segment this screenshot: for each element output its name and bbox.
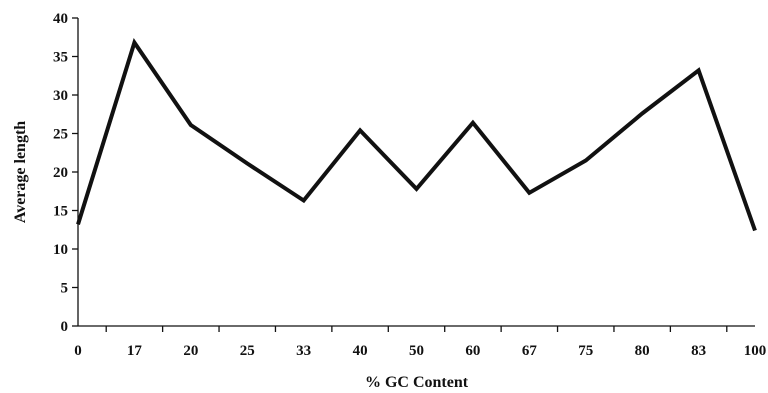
- y-tick-label: 25: [53, 127, 68, 143]
- y-tick-group: 0 5 10 15 20 25 30 35 40: [53, 11, 78, 335]
- y-axis-title: Average length: [12, 121, 29, 223]
- x-tick-label: 80: [635, 343, 650, 359]
- x-tick-label: 33: [296, 343, 311, 359]
- y-tick-label: 10: [53, 242, 68, 258]
- x-axis-title: % GC Content: [365, 374, 469, 391]
- y-tick-label: 35: [53, 50, 68, 66]
- series-line: [76, 38, 757, 232]
- y-tick-label: 30: [53, 88, 68, 104]
- x-tick-label: 40: [353, 343, 368, 359]
- x-tick-label: 25: [240, 343, 255, 359]
- y-tick-label: 5: [61, 281, 69, 297]
- x-tick-label: 20: [183, 343, 198, 359]
- x-tick-label: 75: [578, 343, 593, 359]
- x-tick-label: 100: [744, 343, 767, 359]
- x-tick-label: 0: [74, 343, 82, 359]
- x-tick-label: 83: [691, 343, 706, 359]
- x-tick-label: 67: [522, 343, 538, 359]
- y-tick-label: 40: [53, 11, 68, 27]
- y-tick-label: 15: [53, 204, 68, 220]
- x-tick-label: 50: [409, 343, 424, 359]
- x-tick-group: 0 17 20 25 33 40 50 60 67 75 80 83 100: [74, 326, 766, 359]
- chart-axes: [77, 18, 755, 327]
- y-tick-label: 0: [61, 319, 69, 335]
- y-tick-label: 20: [53, 165, 68, 181]
- x-tick-label: 60: [465, 343, 480, 359]
- x-tick-label: 17: [127, 343, 143, 359]
